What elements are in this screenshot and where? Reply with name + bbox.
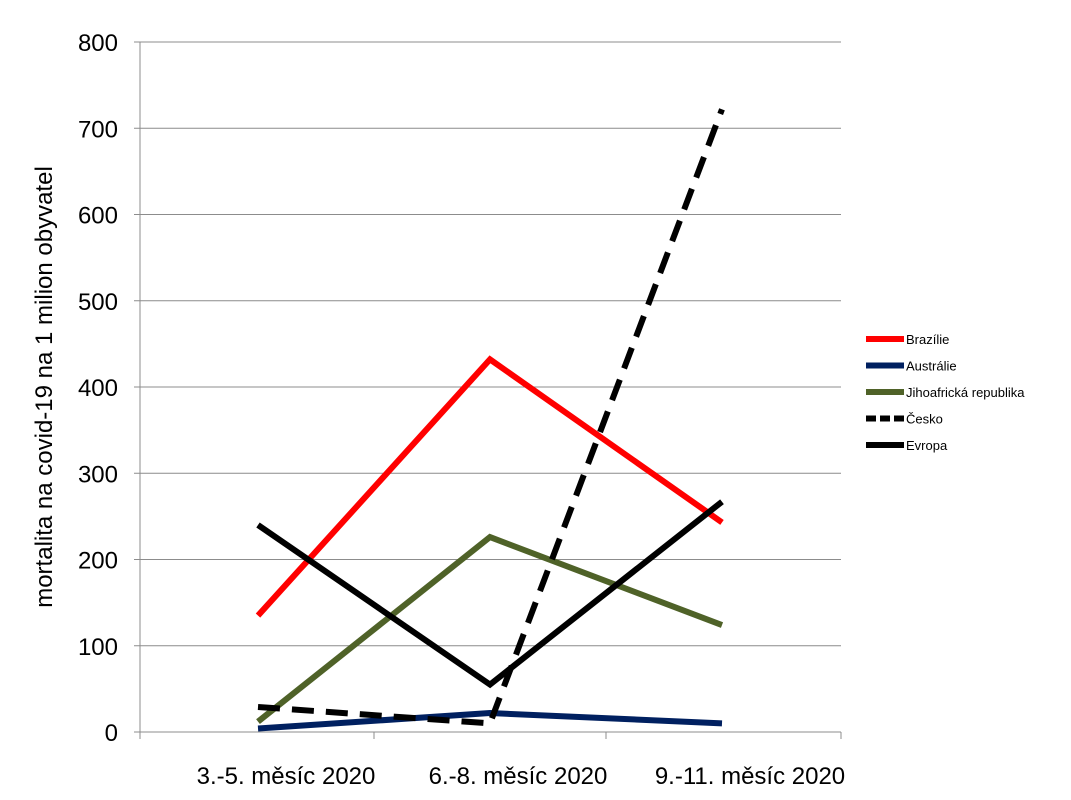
y-tick-label: 0 <box>105 720 118 747</box>
y-tick-label: 600 <box>78 203 118 230</box>
y-tick-label: 100 <box>78 634 118 661</box>
y-tick-label: 400 <box>78 375 118 402</box>
series-line-4 <box>256 499 724 689</box>
y-tick-label: 500 <box>78 289 118 316</box>
legend: Brazílie Austrálie Jihoafrická republika Če… <box>866 332 1025 453</box>
series-line-1 <box>257 710 723 732</box>
legend-label: Česko <box>906 412 943 427</box>
gridlines <box>140 41 841 647</box>
x-tick-label: 3.-5. měsíc 2020 <box>197 763 376 790</box>
axes <box>134 41 842 739</box>
y-tick-label: 300 <box>78 461 118 488</box>
x-tick-label: 9.-11. měsíc 2020 <box>655 763 845 790</box>
legend-label: Austrálie <box>906 359 957 374</box>
series-line-2 <box>256 533 724 724</box>
x-tick-label: 6.-8. měsíc 2020 <box>429 763 608 790</box>
legend-label: Evropa <box>906 438 948 453</box>
series-line-3 <box>257 108 725 727</box>
y-tick-labels: 0 100 200 300 400 500 600 700 800 <box>78 30 118 747</box>
series-line-0 <box>255 355 724 618</box>
y-axis-title: mortalita na covid-19 na 1 milion obyvat… <box>31 166 58 608</box>
y-tick-label: 200 <box>78 548 118 575</box>
series-lines <box>255 108 725 732</box>
x-tick-labels: 3.-5. měsíc 2020 6.-8. měsíc 2020 9.-11. m… <box>197 763 846 790</box>
legend-label: Jihoafrická republika <box>906 385 1025 400</box>
y-tick-label: 700 <box>78 116 118 143</box>
y-tick-label: 800 <box>78 30 118 57</box>
legend-label: Brazílie <box>906 332 949 347</box>
